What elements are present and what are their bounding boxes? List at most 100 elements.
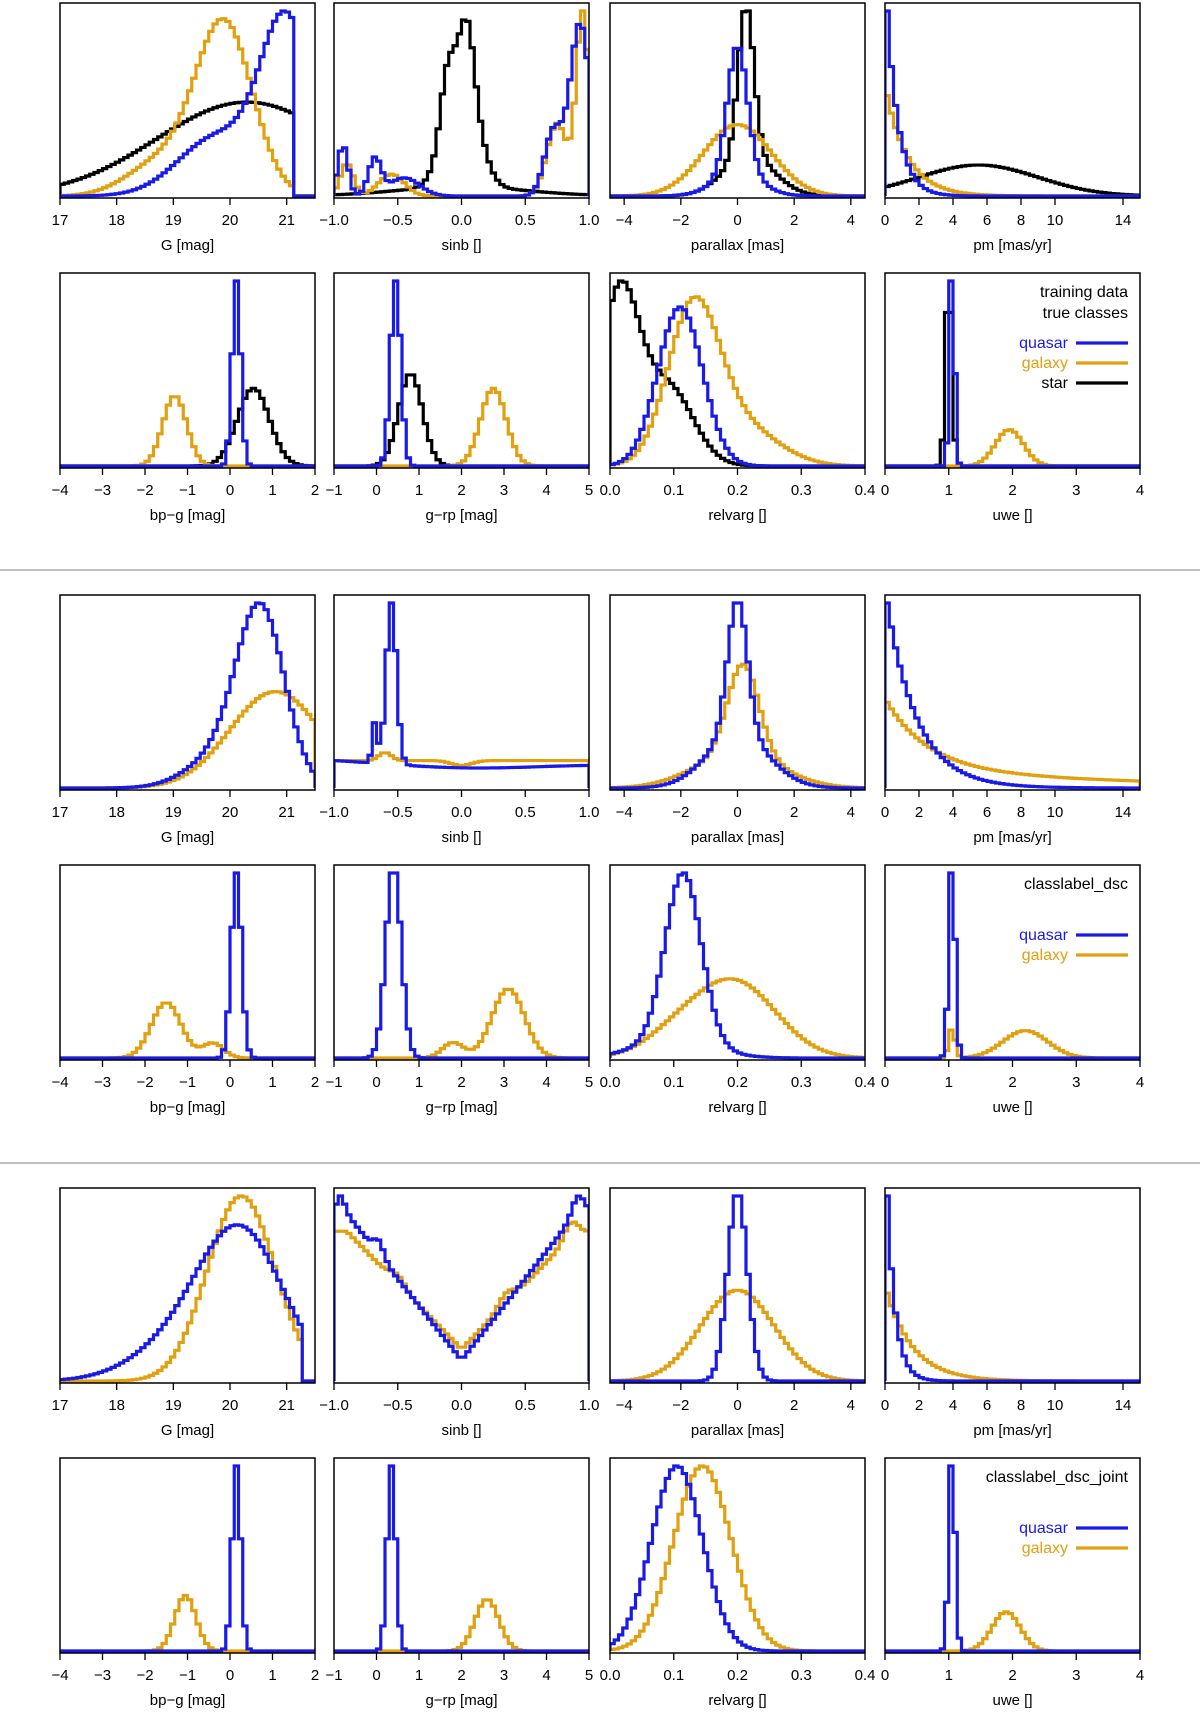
tick-label-g1-parallax-1: −2	[672, 212, 689, 229]
tick-label-g1-bpg-3: −1	[179, 482, 196, 499]
tick-label-g3-relvarg-2: 0.2	[727, 1667, 748, 1684]
panel-g2-parallax: −4 −2 0 2 4 parallax [mas]	[609, 594, 866, 846]
tick-label-g1-G-0: 17	[52, 212, 69, 229]
tick-label-g2-uwe-3: 3	[1072, 1074, 1080, 1091]
tick-label-g2-relvarg-3: 0.3	[791, 1074, 812, 1091]
tick-label-g1-pm-6: 14	[1115, 212, 1132, 229]
frame-g2-G	[59, 594, 316, 791]
xlabel-g1-bpg: bp−g [mag]	[150, 507, 225, 524]
tick-label-g3-bpg-2: −2	[136, 1667, 153, 1684]
tick-label-g2-parallax-0: −4	[616, 804, 633, 821]
legend-label-galaxy-2: galaxy	[1022, 947, 1068, 964]
frame-g3-grp	[333, 1457, 590, 1654]
tick-label-g2-uwe-1: 1	[945, 1074, 953, 1091]
xlabel-g2-grp: g−rp [mag]	[425, 1099, 497, 1116]
tick-label-g2-grp-5: 4	[542, 1074, 550, 1091]
tick-label-g3-uwe-1: 1	[945, 1667, 953, 1684]
panel-g3-grp: −1 0 1 2 3 4 5 g−rp [mag]	[325, 1457, 593, 1709]
panel-g1-bpg: −4 −3 −2 −1 0 1 2 bp−g [mag]	[51, 272, 319, 524]
tick-label-g3-pm-3: 6	[983, 1397, 991, 1414]
tick-label-g2-bpg-6: 2	[311, 1074, 319, 1091]
series-quasar-g3-uwe	[885, 1464, 1140, 1653]
series-galaxy-g3-bpg	[60, 1593, 315, 1653]
tick-label-g2-sinb-2: 0.0	[451, 804, 472, 821]
frame-g1-uwe	[884, 272, 1141, 469]
tick-label-g1-parallax-4: 4	[847, 212, 855, 229]
series-star-g1-uwe	[885, 310, 1140, 468]
xlabel-g3-grp: g−rp [mag]	[425, 1692, 497, 1709]
series-quasar-g1-G	[60, 9, 315, 198]
tick-label-g2-bpg-1: −3	[94, 1074, 111, 1091]
tick-label-g1-relvarg-0: 0.0	[600, 482, 621, 499]
tick-label-g1-sinb-3: 0.5	[515, 212, 536, 229]
tick-label-g2-sinb-0: −1.0	[319, 804, 349, 821]
tick-label-g2-parallax-1: −2	[672, 804, 689, 821]
xlabel-g2-pm: pm [mas/yr]	[973, 829, 1051, 846]
series-galaxy-g1-bpg	[60, 395, 315, 468]
tick-label-g1-grp-4: 3	[500, 482, 508, 499]
xlabel-g3-sinb: sinb []	[441, 1422, 481, 1439]
series-quasar-g3-pm	[885, 1194, 1140, 1383]
frame-g2-uwe	[884, 864, 1141, 1061]
tick-label-g3-pm-2: 4	[949, 1397, 957, 1414]
xlabel-g2-uwe: uwe []	[992, 1099, 1032, 1116]
tick-label-g3-parallax-1: −2	[672, 1397, 689, 1414]
frame-g1-relvarg	[609, 272, 866, 469]
panel-g2-sinb: −1.0 −0.5 0.0 0.5 1.0 sinb []	[319, 594, 599, 846]
xlabel-g2-relvarg: relvarg []	[708, 1099, 766, 1116]
tick-label-g3-bpg-6: 2	[311, 1667, 319, 1684]
tick-label-g3-G-2: 19	[165, 1397, 182, 1414]
tick-label-g1-pm-0: 0	[881, 212, 889, 229]
tick-label-g1-sinb-0: −1.0	[319, 212, 349, 229]
tick-label-g2-pm-3: 6	[983, 804, 991, 821]
tick-label-g2-grp-6: 5	[585, 1074, 593, 1091]
tick-label-g2-bpg-4: 0	[226, 1074, 234, 1091]
tick-label-g3-pm-0: 0	[881, 1397, 889, 1414]
xlabel-g3-G: G [mag]	[161, 1422, 214, 1439]
xlabel-g3-uwe: uwe []	[992, 1692, 1032, 1709]
tick-label-g3-sinb-1: −0.5	[383, 1397, 413, 1414]
tick-label-g1-grp-0: −1	[325, 482, 342, 499]
tick-label-g1-pm-3: 6	[983, 212, 991, 229]
tick-label-g3-bpg-1: −3	[94, 1667, 111, 1684]
series-quasar-g2-grp	[334, 871, 589, 1060]
series-quasar-g2-sinb	[334, 601, 589, 788]
tick-label-g2-grp-2: 1	[415, 1074, 423, 1091]
series-quasar-g1-bpg	[60, 279, 315, 468]
legend-title-1-0: training data	[1040, 284, 1128, 301]
xlabel-g1-relvarg: relvarg []	[708, 507, 766, 524]
tick-label-g1-G-4: 21	[278, 212, 295, 229]
series-star-g1-G	[60, 100, 315, 198]
tick-label-g1-bpg-6: 2	[311, 482, 319, 499]
tick-label-g1-pm-5: 10	[1047, 212, 1064, 229]
tick-label-g2-bpg-3: −1	[179, 1074, 196, 1091]
tick-label-g2-G-0: 17	[52, 804, 69, 821]
xlabel-g1-G: G [mag]	[161, 237, 214, 254]
panel-g3-relvarg: 0.0 0.1 0.2 0.3 0.4 relvarg []	[600, 1457, 875, 1709]
tick-label-g3-pm-6: 14	[1115, 1397, 1132, 1414]
tick-label-g3-grp-0: −1	[325, 1667, 342, 1684]
tick-label-g2-pm-1: 2	[915, 804, 923, 821]
tick-label-g1-uwe-4: 4	[1136, 482, 1144, 499]
tick-label-g2-grp-1: 0	[372, 1074, 380, 1091]
frame-g3-uwe	[884, 1457, 1141, 1654]
tick-label-g2-parallax-3: 2	[790, 804, 798, 821]
tick-label-g3-sinb-2: 0.0	[451, 1397, 472, 1414]
series-galaxy-g3-grp	[334, 1598, 589, 1653]
tick-label-g1-uwe-1: 1	[945, 482, 953, 499]
tick-label-g3-G-1: 18	[108, 1397, 125, 1414]
legend-label-quasar-2: quasar	[1019, 927, 1069, 944]
tick-label-g1-G-3: 20	[222, 212, 239, 229]
tick-label-g2-relvarg-2: 0.2	[727, 1074, 748, 1091]
frame-g2-relvarg	[609, 864, 866, 1061]
series-galaxy-g1-parallax	[610, 123, 865, 198]
legend-label-galaxy-3: galaxy	[1022, 1540, 1068, 1557]
xlabel-g2-sinb: sinb []	[441, 829, 481, 846]
tick-label-g3-uwe-4: 4	[1136, 1667, 1144, 1684]
tick-label-g3-G-3: 20	[222, 1397, 239, 1414]
tick-label-g1-parallax-0: −4	[616, 212, 633, 229]
series-star-g1-sinb	[334, 18, 589, 197]
